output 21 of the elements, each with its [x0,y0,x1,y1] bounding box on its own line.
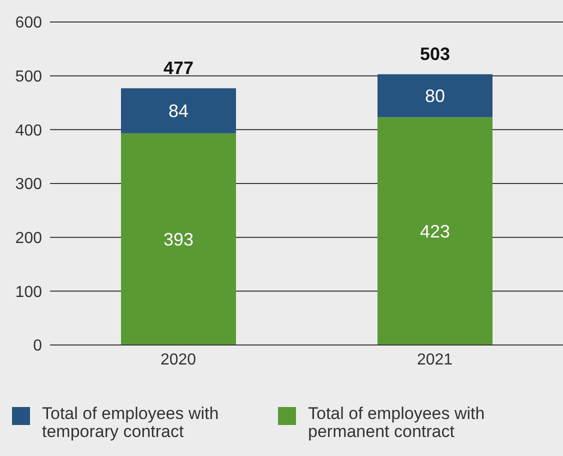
y-tick-label: 300 [15,176,42,194]
legend-label: Total of employees with permanent contract [308,404,486,441]
data-label: 84 [168,101,189,122]
bar [121,133,236,345]
bar [121,88,236,134]
y-tick-label: 100 [15,284,42,301]
bar [378,74,492,118]
total-label: 503 [420,44,450,64]
y-tick-label: 600 [15,14,42,32]
bar [378,117,492,345]
data-label: 393 [163,230,194,250]
x-tick-label: 2020 [160,351,196,368]
y-tick-label: 0 [33,338,42,355]
data-label: 423 [420,222,450,242]
x-tick-label: 2021 [416,351,453,368]
y-tick-label: 500 [15,68,42,86]
legend-label: Total of employees with temporary contract [42,404,220,441]
total-label: 477 [163,58,194,78]
y-tick-label: 400 [15,122,42,140]
y-tick-label: 200 [15,230,42,248]
data-label: 80 [424,86,446,106]
